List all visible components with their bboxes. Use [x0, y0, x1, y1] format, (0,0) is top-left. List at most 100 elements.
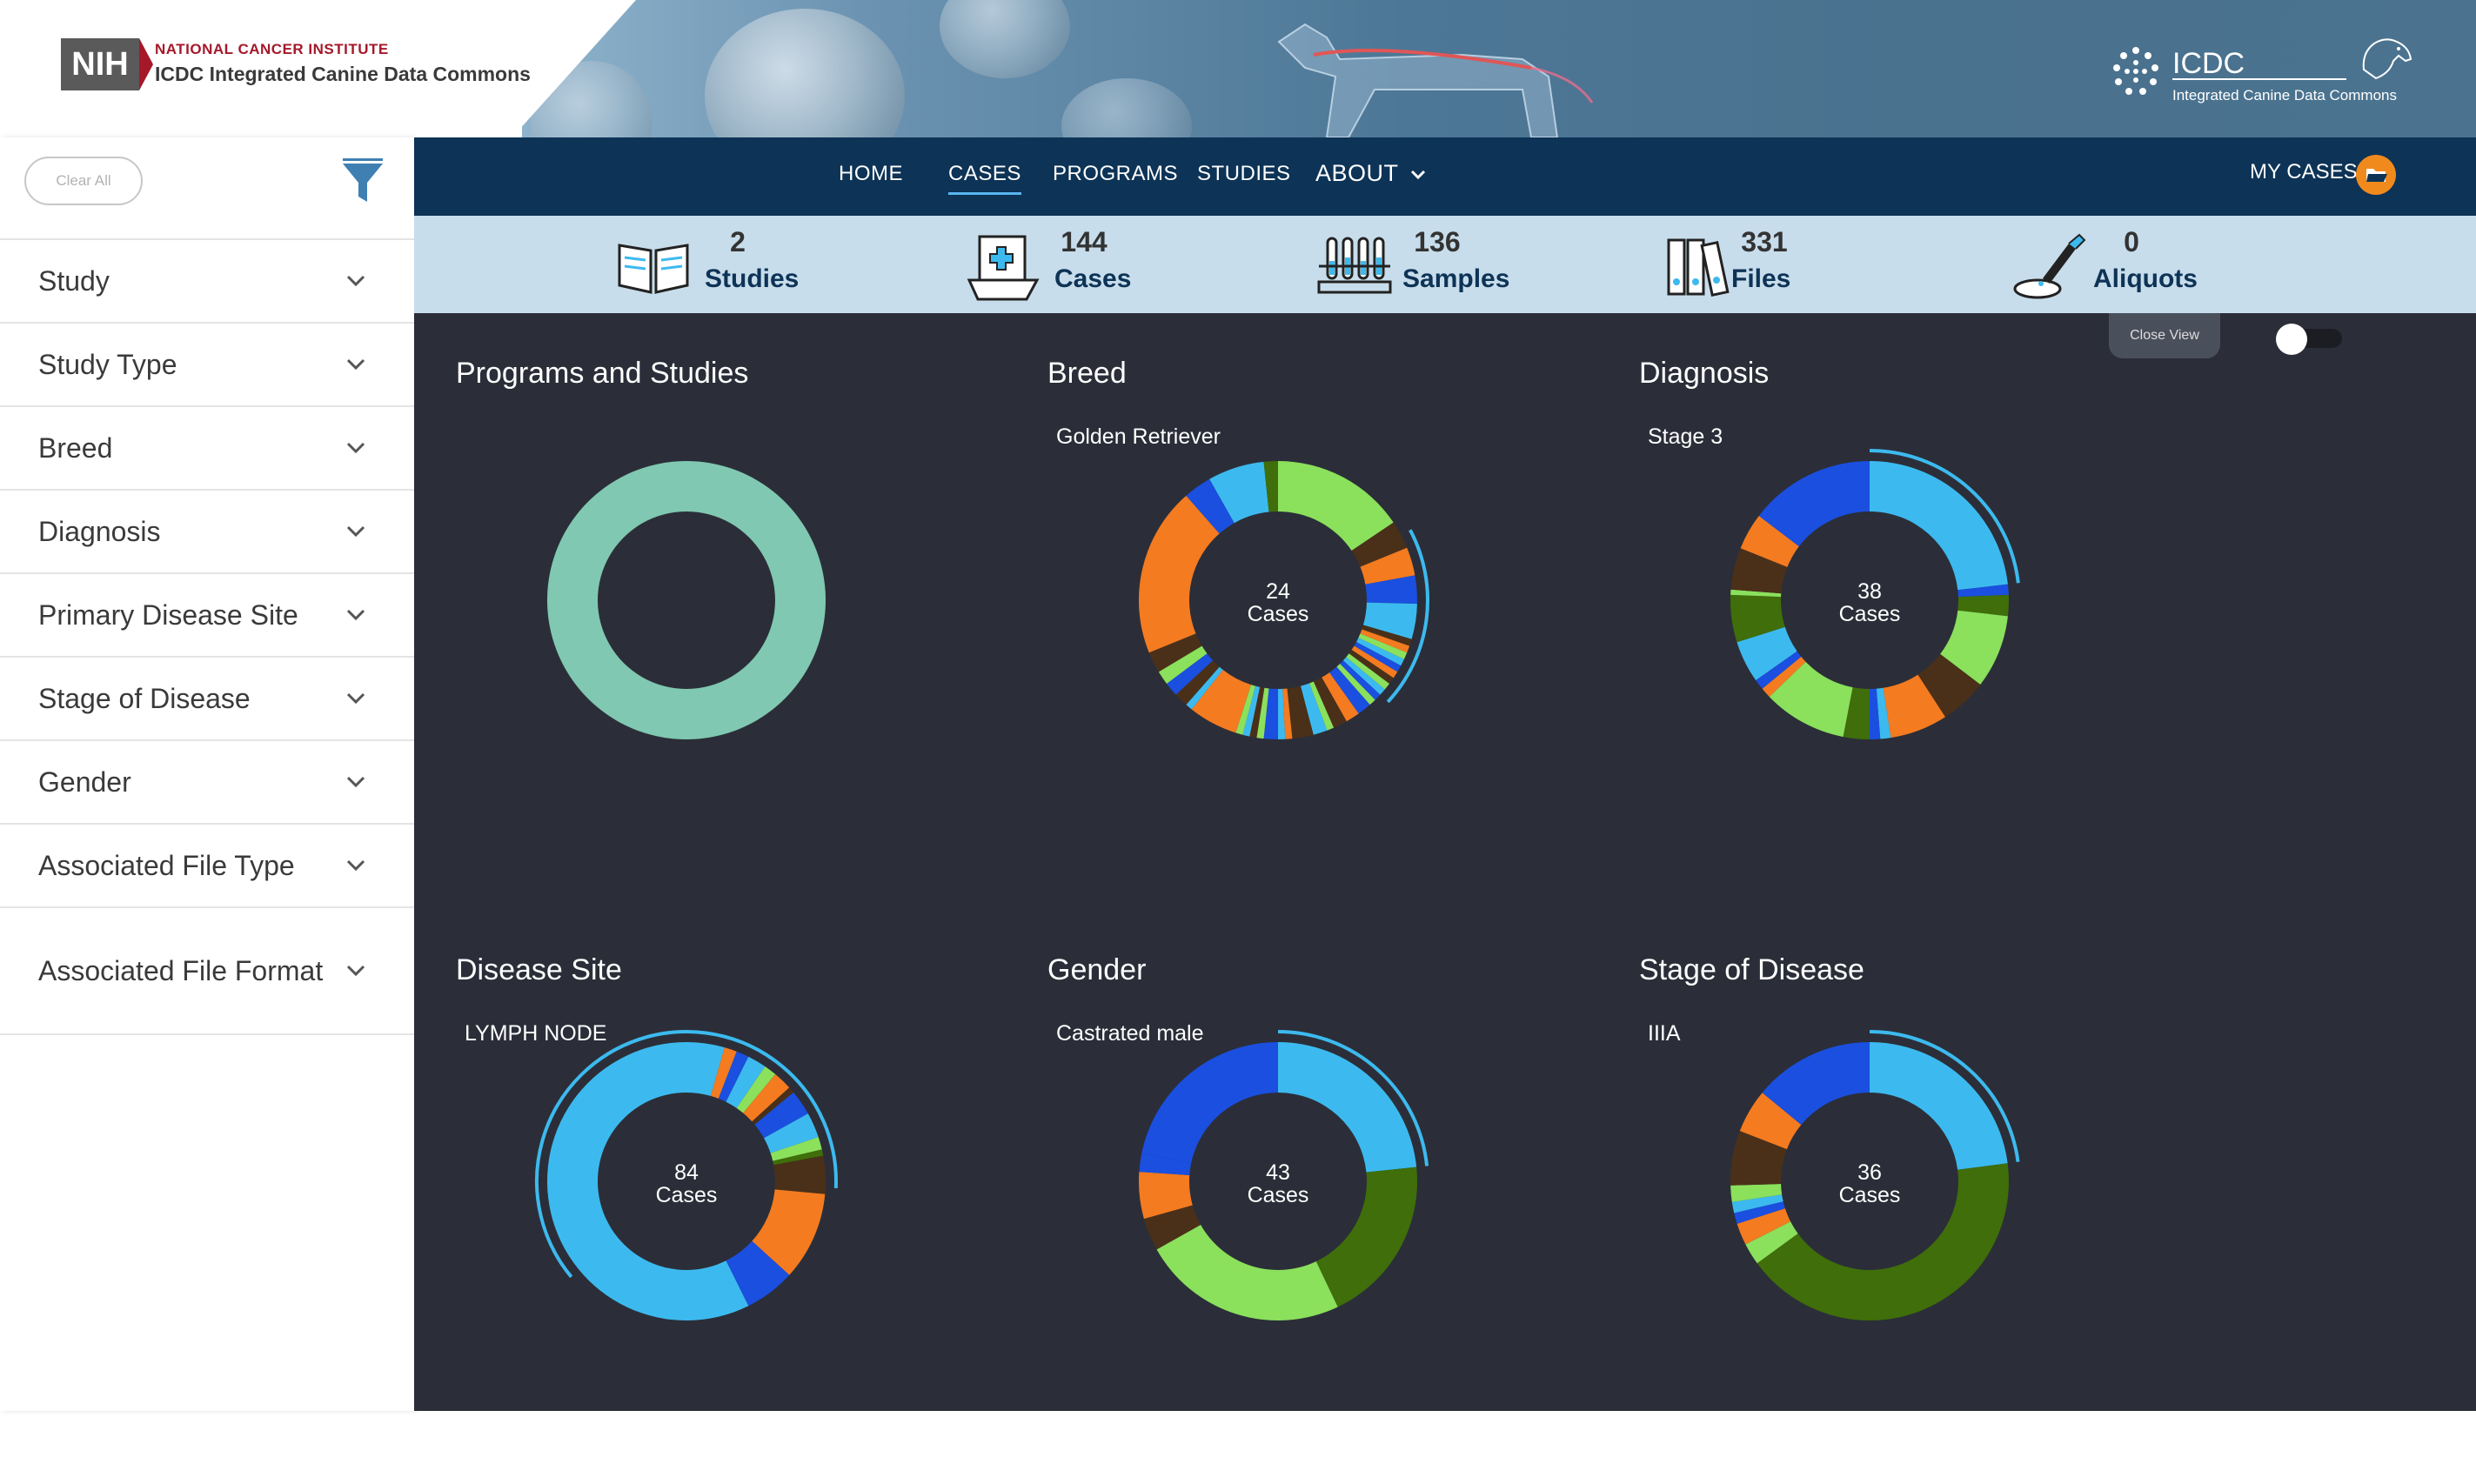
donut-slice[interactable]	[1348, 649, 1394, 685]
donut-slice[interactable]	[773, 1149, 824, 1166]
donut-slice[interactable]	[1235, 685, 1256, 735]
icdc-logo[interactable]: ICDC Integrated Canine Data Commons	[2110, 35, 2423, 113]
facet-gender[interactable]: Gender	[0, 741, 414, 825]
donut-slice[interactable]	[1358, 633, 1408, 659]
donut-slice[interactable]	[710, 1047, 737, 1099]
donut-slice[interactable]	[1315, 1166, 1417, 1307]
donut-slice[interactable]	[1870, 688, 1881, 739]
donut-slice[interactable]	[1730, 594, 1785, 643]
donut-slice[interactable]	[1756, 651, 1802, 689]
donut-slice[interactable]	[1139, 495, 1220, 653]
donut-slice[interactable]	[1256, 687, 1269, 739]
donut-slice[interactable]	[1757, 1163, 2009, 1320]
chevron-down-icon[interactable]	[345, 520, 367, 543]
donut-slice[interactable]	[1139, 1153, 1192, 1176]
donut-slice[interactable]	[1342, 657, 1385, 695]
donut-slice[interactable]	[1360, 629, 1410, 653]
donut-slice[interactable]	[1156, 1224, 1338, 1320]
donut-slice[interactable]	[1308, 681, 1335, 731]
nav-home[interactable]: HOME	[839, 162, 903, 185]
donut-slice[interactable]	[686, 1042, 725, 1096]
donut-slice[interactable]	[1957, 584, 2009, 598]
facet-stage-of-disease[interactable]: Stage of Disease	[0, 658, 414, 741]
site-title[interactable]: ICDC Integrated Canine Data Commons	[155, 63, 531, 85]
donut-slice[interactable]	[1336, 664, 1375, 705]
donut-slice[interactable]	[1282, 688, 1293, 739]
close-view-button[interactable]: Close View	[2109, 313, 2220, 358]
facet-study[interactable]: Study	[0, 240, 414, 324]
clear-all-button[interactable]: Clear All	[24, 157, 143, 205]
donut-slice[interactable]	[1730, 1184, 1783, 1202]
chevron-down-icon[interactable]	[345, 687, 367, 710]
donut-slice[interactable]	[773, 1155, 826, 1194]
donut-slice[interactable]	[1346, 653, 1389, 690]
donut-slice[interactable]	[1870, 461, 2008, 591]
donut-slice[interactable]	[1287, 685, 1314, 739]
facet-breed[interactable]: Breed	[0, 407, 414, 491]
donut-slice[interactable]	[1263, 461, 1278, 512]
donut-slice[interactable]	[752, 1189, 826, 1275]
donut-slice[interactable]	[1356, 638, 1404, 666]
donut-slice[interactable]	[1737, 626, 1797, 681]
donut-slice[interactable]	[1278, 1042, 1417, 1173]
donut-slice[interactable]	[1876, 687, 1891, 739]
donut-slice[interactable]	[752, 1087, 794, 1125]
donut-slice[interactable]	[1300, 683, 1328, 735]
donut-slice[interactable]	[1762, 1042, 1870, 1126]
donut-slice[interactable]	[1745, 1221, 1798, 1264]
donut-slice[interactable]	[1278, 461, 1394, 551]
chevron-down-icon[interactable]	[345, 270, 367, 292]
donut-slice[interactable]	[1883, 674, 1945, 739]
donut-slice[interactable]	[1139, 1172, 1193, 1220]
donut-slice[interactable]	[754, 1092, 808, 1139]
chevron-down-icon[interactable]	[345, 353, 367, 376]
my-cases-link[interactable]: MY CASES	[2250, 160, 2358, 184]
donut-slice[interactable]	[726, 1056, 766, 1108]
donut-slice[interactable]	[1242, 685, 1261, 737]
donut-slice[interactable]	[1143, 1205, 1201, 1250]
donut-slice[interactable]	[1175, 660, 1220, 705]
donut-slice[interactable]	[1870, 1042, 2008, 1170]
donut-slice[interactable]	[718, 1051, 749, 1102]
nih-logo[interactable]: NIH	[61, 38, 139, 90]
donut-slice[interactable]	[1731, 1194, 1783, 1213]
donut-slice[interactable]	[1186, 666, 1223, 710]
facet-associated-file-type[interactable]: Associated File Type	[0, 825, 414, 908]
donut-slice[interactable]	[1263, 688, 1278, 739]
donut-slice[interactable]	[1186, 478, 1235, 534]
filter-funnel-icon[interactable]	[341, 158, 385, 207]
donut-slice[interactable]	[1365, 575, 1417, 605]
donut-slice[interactable]	[1362, 602, 1417, 639]
donut-slice[interactable]	[1730, 589, 1782, 598]
donut-slice[interactable]	[1141, 1042, 1278, 1164]
donut-slice[interactable]	[1351, 522, 1408, 567]
donut-slice[interactable]	[547, 1042, 749, 1320]
donut-slice[interactable]	[736, 1066, 776, 1113]
donut-slice[interactable]	[1167, 653, 1214, 695]
donut-slice[interactable]	[1249, 686, 1265, 739]
donut-slice[interactable]	[1730, 548, 1788, 594]
donut-slice[interactable]	[1209, 461, 1269, 524]
donut-slice[interactable]	[1351, 645, 1398, 678]
chevron-down-icon[interactable]	[345, 854, 367, 877]
facet-study-type[interactable]: Study Type	[0, 324, 414, 407]
chevron-down-icon[interactable]	[345, 437, 367, 459]
donut-slice[interactable]	[1917, 653, 1981, 718]
donut-slice[interactable]	[1843, 687, 1870, 739]
donut-slice[interactable]	[1191, 669, 1251, 733]
donut-slice[interactable]	[743, 1073, 790, 1122]
donut-slice[interactable]	[726, 1240, 790, 1307]
nav-programs[interactable]: PROGRAMS	[1053, 162, 1179, 185]
nav-cases[interactable]: CASES	[948, 162, 1021, 195]
donut-slice[interactable]	[1313, 677, 1347, 728]
donut-slice[interactable]	[1737, 1208, 1791, 1245]
donut-slice[interactable]	[1360, 547, 1415, 585]
donut-slice[interactable]	[1740, 516, 1799, 567]
donut-slice[interactable]	[1739, 1093, 1802, 1150]
donut-slice[interactable]	[1957, 594, 2009, 617]
view-toggle-switch[interactable]	[2276, 324, 2346, 355]
